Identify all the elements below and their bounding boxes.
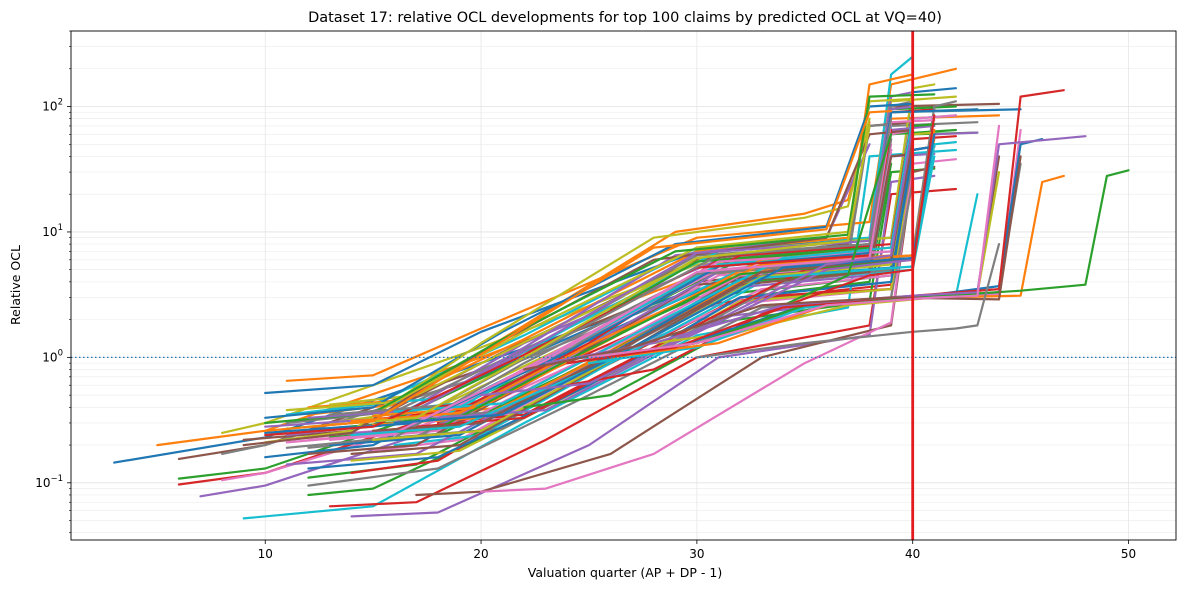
series-line: [328, 117, 893, 416]
y-axis: 10−1 100 101 102: [35, 30, 71, 534]
x-tick-label: 40: [905, 547, 920, 561]
series-line: [307, 124, 871, 428]
plot-frame: [70, 30, 1177, 541]
x-tick-label: 10: [258, 547, 273, 561]
series-line: [285, 67, 958, 382]
series-line: [242, 148, 958, 520]
chart-title: Dataset 17: relative OCL developments fo…: [308, 10, 942, 26]
series-line: [264, 117, 871, 444]
series-layer: [113, 55, 1130, 520]
x-tick-label: 30: [689, 547, 704, 561]
x-tick-label: 50: [1121, 547, 1136, 561]
x-tick-label: 20: [473, 547, 488, 561]
y-tick-label: 101: [42, 223, 63, 239]
series-line: [307, 121, 871, 416]
x-axis-label: Valuation quarter (AP + DP - 1): [528, 565, 722, 580]
series-line: [242, 128, 914, 447]
y-tick-label: 102: [42, 98, 63, 114]
series-line: [587, 124, 1001, 359]
series-line: [350, 174, 936, 518]
y-axis-label: Relative OCL: [8, 245, 23, 325]
reference-lines: [71, 31, 1176, 540]
series-line: [566, 114, 936, 387]
y-tick-label: 100: [42, 348, 63, 364]
series-line: [523, 155, 1022, 371]
x-axis: 10 20 30 40 50: [258, 540, 1136, 561]
series-line: [480, 124, 914, 397]
series-line: [695, 243, 1001, 359]
series-line: [264, 109, 893, 432]
y-tick-label: 10−1: [35, 474, 63, 490]
